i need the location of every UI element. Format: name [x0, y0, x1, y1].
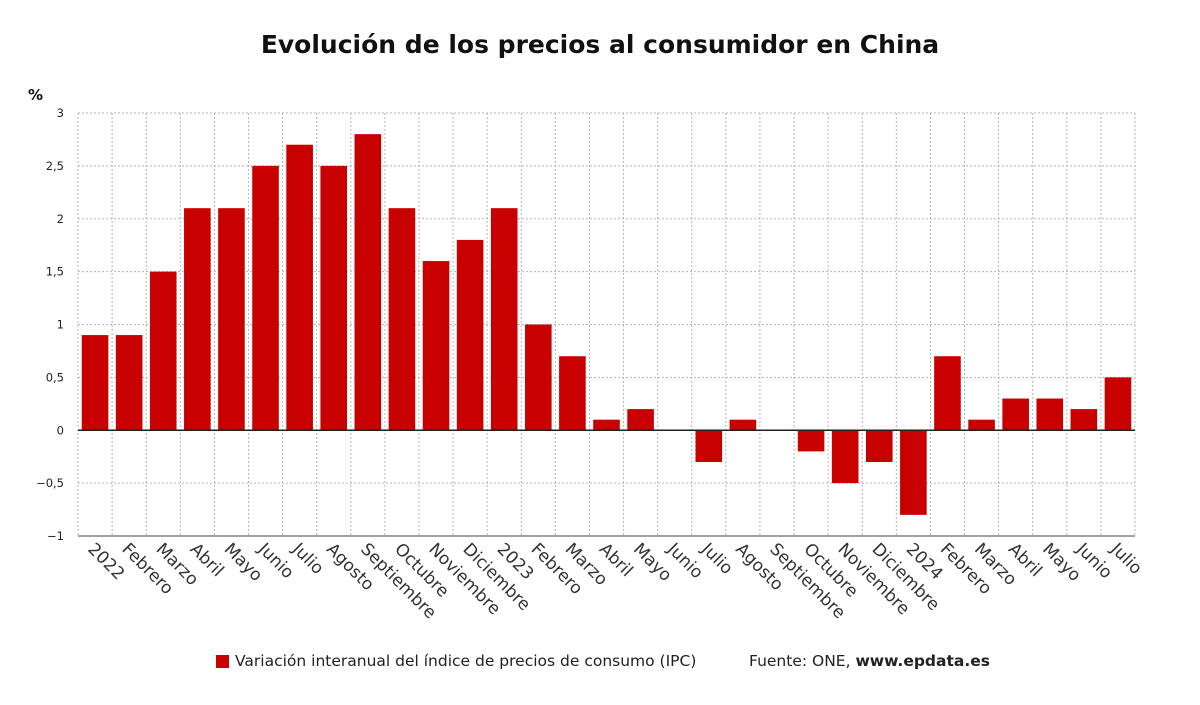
- bar: [1070, 409, 1098, 431]
- bar: [286, 144, 313, 431]
- y-axis-ticks: 3 2,5 2 1,5 1 0,5 0 −0,5 −1: [36, 106, 64, 543]
- bar: [968, 419, 995, 431]
- chart-title: Evolución de los precios al consumidor e…: [260, 30, 940, 59]
- bar: [149, 271, 177, 431]
- legend-label: Variación interanual del índice de preci…: [235, 652, 697, 670]
- bar: [1036, 398, 1064, 431]
- y-tick-label: 0: [57, 423, 64, 437]
- bar: [184, 208, 211, 431]
- bar: [797, 430, 825, 452]
- x-tick-label: Mayo: [220, 539, 266, 585]
- y-axis-unit-label: %: [28, 86, 43, 104]
- x-tick-label: 2022: [84, 539, 129, 584]
- bar: [218, 208, 245, 431]
- bar: [252, 165, 279, 431]
- bar: [354, 134, 382, 431]
- y-tick-label: 2: [57, 212, 64, 226]
- x-tick-label: Mayo: [629, 539, 675, 585]
- source-credit: Fuente: ONE, www.epdata.es: [749, 652, 990, 670]
- bar: [865, 430, 893, 462]
- bar: [388, 208, 416, 431]
- bar: [81, 335, 109, 431]
- bars: [78, 134, 1135, 537]
- y-tick-label: 2,5: [46, 159, 64, 173]
- bar: [1104, 377, 1132, 431]
- bar: [627, 409, 654, 431]
- bar: [490, 208, 518, 431]
- source-prefix: Fuente: ONE,: [749, 652, 856, 670]
- bar: [559, 356, 586, 431]
- legend: Variación interanual del índice de preci…: [216, 652, 696, 670]
- x-tick-label: Mayo: [1038, 539, 1084, 585]
- y-tick-label: −1: [47, 529, 64, 543]
- bar: [525, 324, 552, 431]
- bar: [320, 165, 348, 431]
- bar: [831, 430, 859, 484]
- y-tick-label: 1,5: [46, 265, 64, 279]
- legend-swatch: [216, 654, 229, 668]
- bar: [115, 335, 143, 431]
- bar: [729, 419, 757, 431]
- bar: [900, 430, 927, 515]
- y-tick-label: 1: [57, 318, 64, 332]
- y-tick-label: −0,5: [36, 476, 64, 490]
- bar: [1002, 398, 1029, 431]
- y-tick-label: 3: [57, 106, 64, 120]
- bar: [934, 356, 961, 431]
- source-url[interactable]: www.epdata.es: [855, 652, 990, 670]
- y-tick-label: 0,5: [46, 370, 64, 384]
- bar: [593, 419, 620, 431]
- bar: [422, 261, 450, 431]
- x-axis-ticks: 2022FebreroMarzoAbrilMayoJunioJulioAgost…: [84, 539, 1146, 623]
- bar: [695, 430, 723, 462]
- bar: [456, 239, 484, 431]
